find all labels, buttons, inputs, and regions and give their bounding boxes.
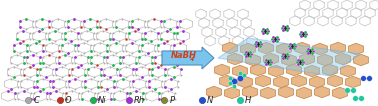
Polygon shape bbox=[291, 75, 307, 87]
Polygon shape bbox=[246, 54, 260, 66]
Text: O: O bbox=[65, 96, 71, 105]
Polygon shape bbox=[206, 86, 222, 98]
Text: N: N bbox=[207, 96, 214, 105]
Polygon shape bbox=[349, 43, 364, 55]
FancyArrow shape bbox=[162, 47, 214, 69]
Polygon shape bbox=[279, 86, 293, 98]
Polygon shape bbox=[277, 43, 291, 55]
Text: Rh: Rh bbox=[133, 96, 145, 105]
Polygon shape bbox=[243, 86, 257, 98]
Polygon shape bbox=[274, 76, 288, 88]
Polygon shape bbox=[256, 75, 271, 87]
Polygon shape bbox=[305, 65, 319, 77]
Text: Ni: Ni bbox=[98, 96, 106, 105]
Polygon shape bbox=[333, 87, 347, 99]
Polygon shape bbox=[327, 75, 342, 87]
Polygon shape bbox=[251, 64, 265, 76]
Polygon shape bbox=[353, 54, 369, 66]
Polygon shape bbox=[322, 64, 338, 76]
Polygon shape bbox=[218, 38, 360, 76]
Polygon shape bbox=[336, 53, 350, 65]
Polygon shape bbox=[263, 53, 279, 65]
Polygon shape bbox=[310, 76, 324, 88]
Polygon shape bbox=[225, 87, 240, 99]
Polygon shape bbox=[330, 42, 345, 54]
Polygon shape bbox=[220, 75, 234, 87]
Polygon shape bbox=[232, 65, 248, 77]
Text: P: P bbox=[169, 96, 174, 105]
Text: H: H bbox=[245, 96, 251, 105]
Polygon shape bbox=[341, 65, 355, 77]
Polygon shape bbox=[299, 53, 314, 65]
Polygon shape bbox=[215, 64, 229, 76]
Polygon shape bbox=[268, 65, 284, 77]
Text: NaBH: NaBH bbox=[171, 52, 197, 61]
Polygon shape bbox=[260, 87, 276, 99]
Polygon shape bbox=[287, 64, 302, 76]
Polygon shape bbox=[294, 42, 310, 54]
Polygon shape bbox=[228, 53, 242, 65]
Polygon shape bbox=[345, 76, 361, 88]
Text: C: C bbox=[33, 96, 39, 105]
Polygon shape bbox=[223, 42, 237, 54]
Polygon shape bbox=[296, 87, 311, 99]
Polygon shape bbox=[313, 43, 327, 55]
Polygon shape bbox=[237, 76, 253, 88]
Polygon shape bbox=[318, 54, 333, 66]
Text: 4: 4 bbox=[190, 57, 195, 63]
Polygon shape bbox=[240, 43, 256, 55]
Polygon shape bbox=[259, 42, 273, 54]
Polygon shape bbox=[314, 86, 330, 98]
Polygon shape bbox=[282, 54, 296, 66]
